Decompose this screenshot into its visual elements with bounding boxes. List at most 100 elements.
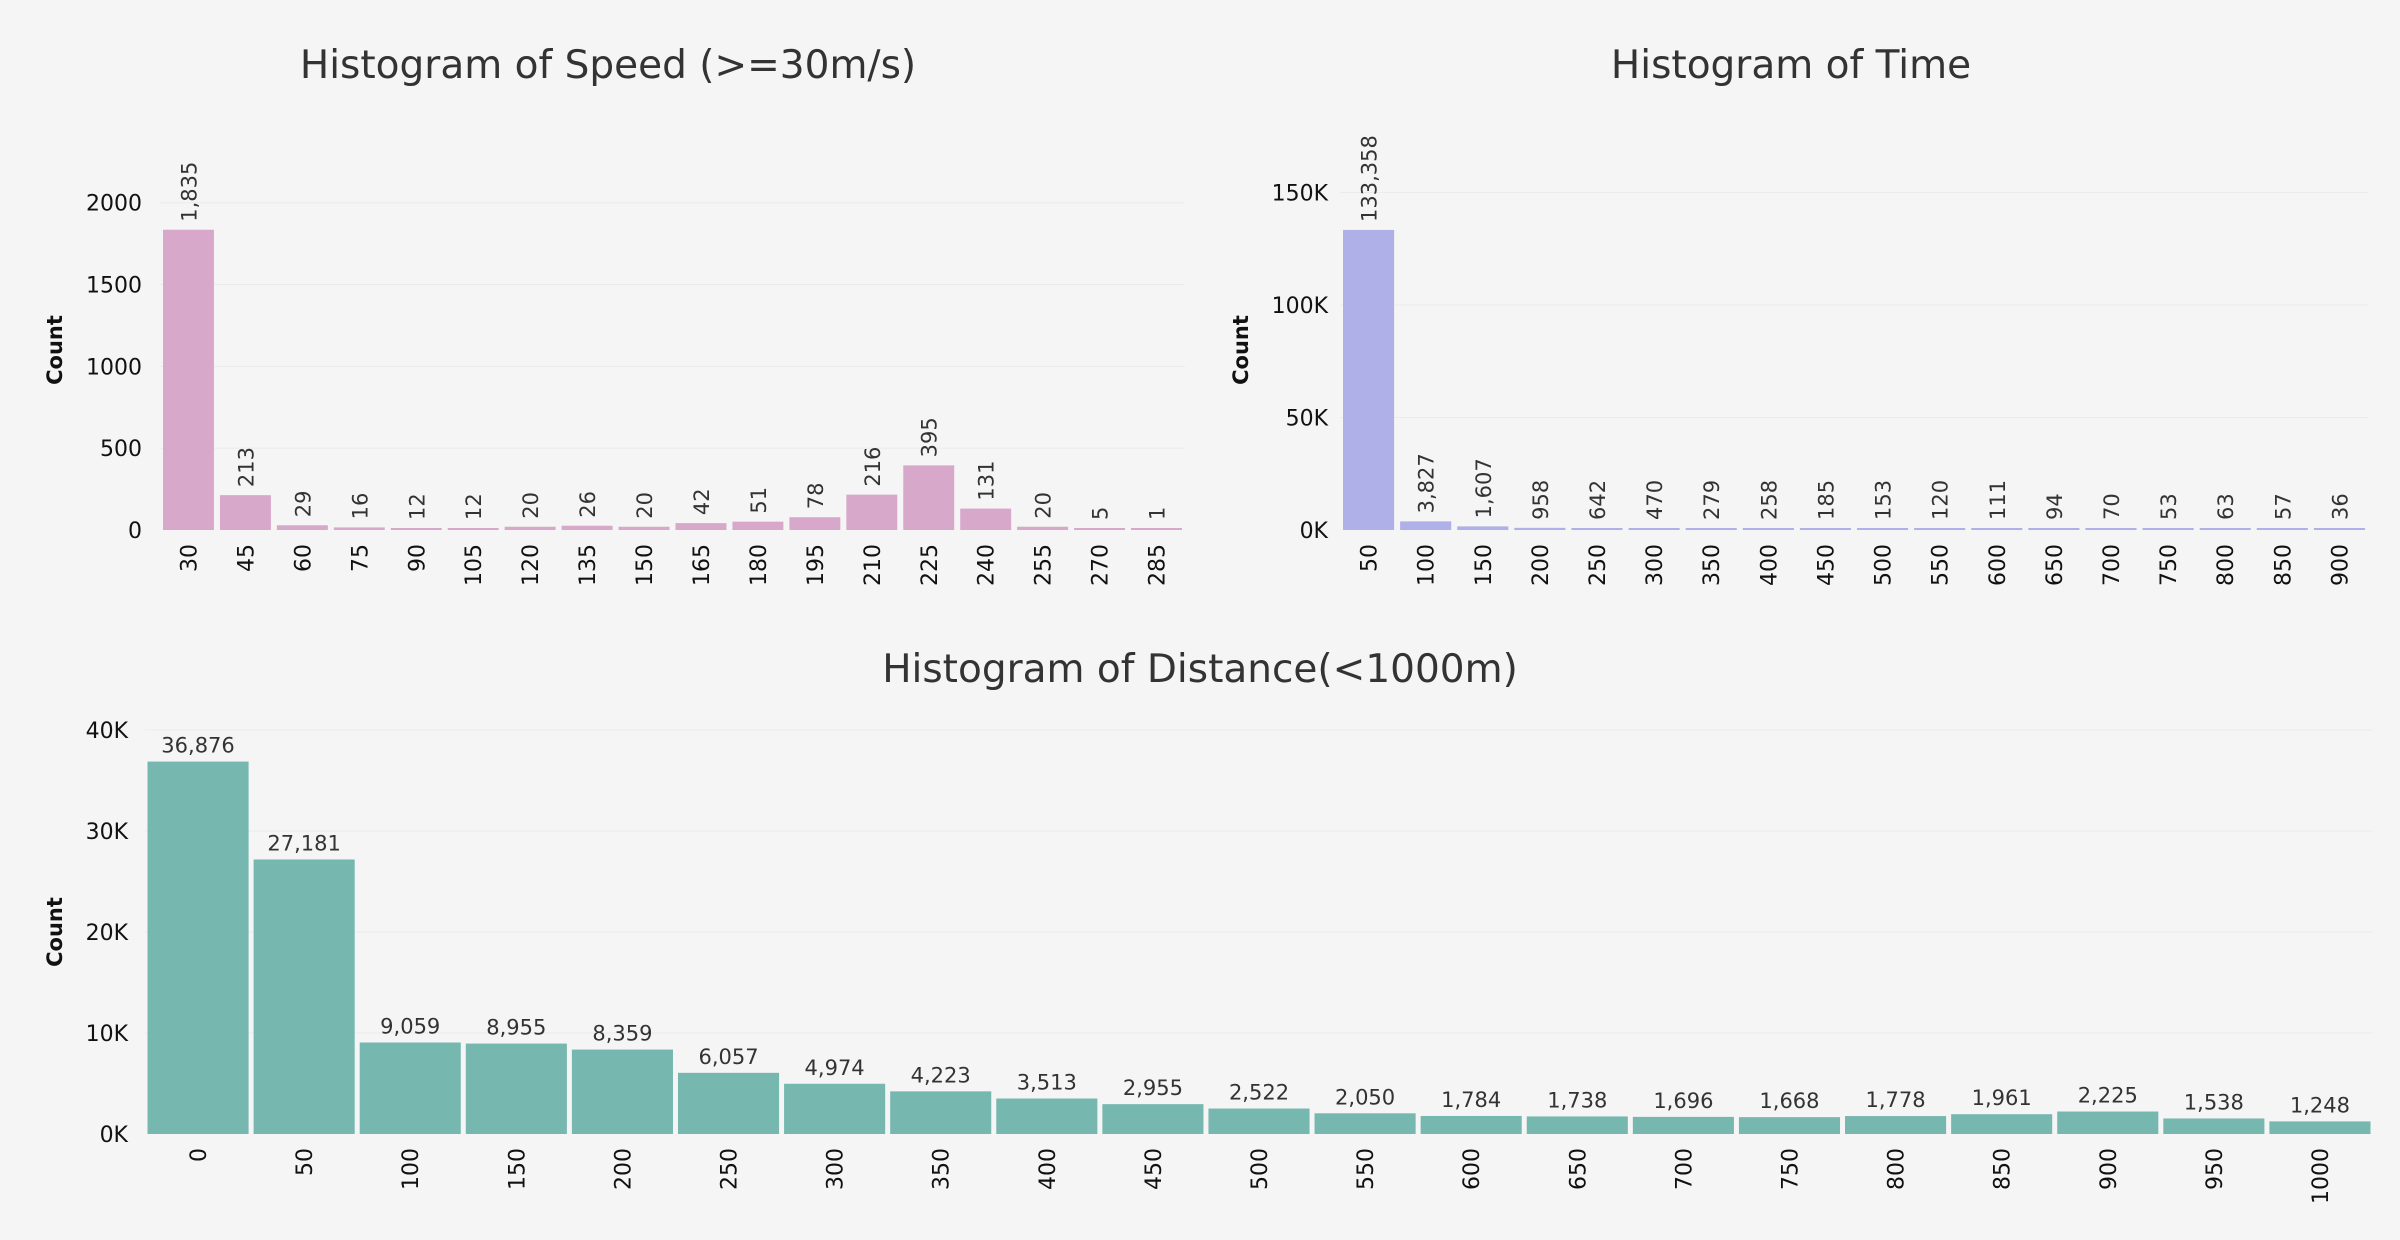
time-x-tick-label: 500 — [1872, 544, 1897, 586]
distance-x-tick-label: 1000 — [2309, 1148, 2334, 1204]
speed-data-label: 1,835 — [177, 162, 201, 222]
distance-x-tick-label: 150 — [505, 1148, 530, 1190]
speed-data-label: 20 — [1032, 492, 1056, 519]
speed-x-tick-label: 75 — [348, 544, 373, 572]
time-x-tick-label: 300 — [1643, 544, 1668, 586]
time-bar — [1857, 528, 1909, 530]
distance-x-tick-label: 500 — [1248, 1148, 1273, 1190]
time-x-tick-label: 700 — [2100, 544, 2125, 586]
speed-x-tick-label: 30 — [177, 544, 202, 572]
time-data-label: 279 — [1700, 480, 1724, 520]
speed-x-tick-label: 90 — [405, 544, 430, 572]
speed-bar — [333, 527, 385, 530]
time-y-axis-title: Count — [1229, 315, 1253, 385]
distance-data-label: 2,522 — [1229, 1081, 1289, 1105]
speed-x-tick-label: 210 — [861, 544, 886, 586]
distance-x-tick-label: 400 — [1036, 1148, 1061, 1190]
distance-bar — [1951, 1114, 2053, 1134]
speed-data-label: 12 — [462, 493, 486, 520]
distance-data-label: 2,050 — [1335, 1085, 1395, 1109]
speed-y-tick-label: 2000 — [86, 192, 142, 217]
distance-x-tick-label: 50 — [293, 1148, 318, 1176]
distance-bar — [996, 1098, 1098, 1134]
speed-bar — [618, 526, 670, 530]
time-chart: Histogram of Time 0K 50K 100K 150K Count 133,3… — [1229, 43, 2368, 586]
speed-bar — [163, 229, 214, 530]
distance-bar — [253, 859, 355, 1134]
speed-data-label: 395 — [918, 417, 942, 457]
time-y-tick-label: 150K — [1272, 182, 1329, 207]
distance-data-label: 4,223 — [911, 1063, 971, 1087]
speed-bar — [276, 525, 328, 530]
distance-x-tick-label: 650 — [1566, 1148, 1591, 1190]
distance-bar — [147, 761, 249, 1134]
distance-chart: Histogram of Distance(<1000m) 0K 10K 20K 30K… — [43, 647, 2373, 1204]
speed-bar — [789, 517, 841, 530]
distance-x-tick-label: 550 — [1354, 1148, 1379, 1190]
time-bar — [1685, 528, 1737, 530]
distance-x-tick-label: 250 — [718, 1148, 743, 1190]
time-bar — [2256, 528, 2308, 530]
speed-bar — [1131, 528, 1182, 530]
time-y-tick-label: 50K — [1286, 407, 1329, 432]
distance-data-label: 1,696 — [1653, 1089, 1713, 1113]
time-bar — [1343, 229, 1395, 530]
distance-data-label: 8,359 — [592, 1022, 652, 1046]
time-x-tick-label: 100 — [1415, 544, 1440, 586]
time-bar — [1628, 528, 1680, 530]
time-x-tick-label: 450 — [1814, 544, 1839, 586]
distance-data-label: 27,181 — [267, 831, 340, 855]
distance-bar — [1208, 1108, 1310, 1134]
distance-data-label: 36,876 — [161, 734, 234, 758]
distance-data-label: 9,059 — [380, 1015, 440, 1039]
distance-x-tick-label: 750 — [1778, 1148, 1803, 1190]
distance-x-tick-label: 200 — [611, 1148, 636, 1190]
time-bar — [2313, 528, 2365, 530]
speed-data-label: 131 — [975, 460, 999, 500]
speed-data-label: 20 — [519, 492, 543, 519]
distance-x-tick-label: 600 — [1460, 1148, 1485, 1190]
speed-data-label: 5 — [1089, 507, 1113, 520]
time-data-label: 53 — [2157, 493, 2181, 520]
speed-bar — [1017, 526, 1069, 530]
speed-bar — [219, 495, 271, 530]
speed-bar — [561, 525, 613, 530]
speed-data-label: 20 — [633, 492, 657, 519]
distance-data-label: 1,738 — [1547, 1088, 1607, 1112]
time-x-tick-label: 650 — [2043, 544, 2068, 586]
time-data-label: 153 — [1872, 480, 1896, 520]
time-x-tick-label: 550 — [1929, 544, 1954, 586]
time-x-tick-label: 600 — [1986, 544, 2011, 586]
time-chart-title: Histogram of Time — [1611, 43, 1971, 88]
speed-bar — [447, 528, 499, 530]
speed-y-tick-label: 0 — [128, 519, 142, 544]
distance-bar — [1314, 1113, 1416, 1134]
distance-data-label: 1,778 — [1866, 1088, 1926, 1112]
time-data-label: 642 — [1586, 480, 1610, 520]
distance-chart-title: Histogram of Distance(<1000m) — [882, 647, 1518, 692]
speed-y-tick-label: 500 — [100, 437, 142, 462]
distance-x-tick-label: 950 — [2203, 1148, 2228, 1190]
time-x-tick-label: 850 — [2271, 544, 2296, 586]
distance-bar — [1420, 1115, 1522, 1134]
time-bar — [1457, 526, 1509, 530]
time-x-tick-label: 250 — [1586, 544, 1611, 586]
distance-x-tick-label: 800 — [1885, 1148, 1910, 1190]
speed-bar — [960, 508, 1012, 530]
speed-x-tick-label: 195 — [804, 544, 829, 586]
time-data-label: 63 — [2214, 493, 2238, 520]
time-bar — [2028, 528, 2080, 530]
time-x-tick-label: 200 — [1529, 544, 1554, 586]
time-x-tick-label: 800 — [2214, 544, 2239, 586]
distance-bar — [2163, 1118, 2265, 1134]
time-data-label: 70 — [2100, 493, 2124, 520]
speed-data-label: 51 — [747, 487, 771, 514]
speed-y-tick-label: 1500 — [86, 274, 142, 299]
distance-y-axis-title: Count — [43, 897, 67, 967]
time-y-tick-label: 0K — [1300, 519, 1329, 544]
time-data-label: 958 — [1529, 480, 1553, 520]
distance-bar — [784, 1083, 886, 1134]
speed-data-label: 29 — [291, 491, 315, 518]
speed-x-tick-label: 105 — [462, 544, 487, 586]
